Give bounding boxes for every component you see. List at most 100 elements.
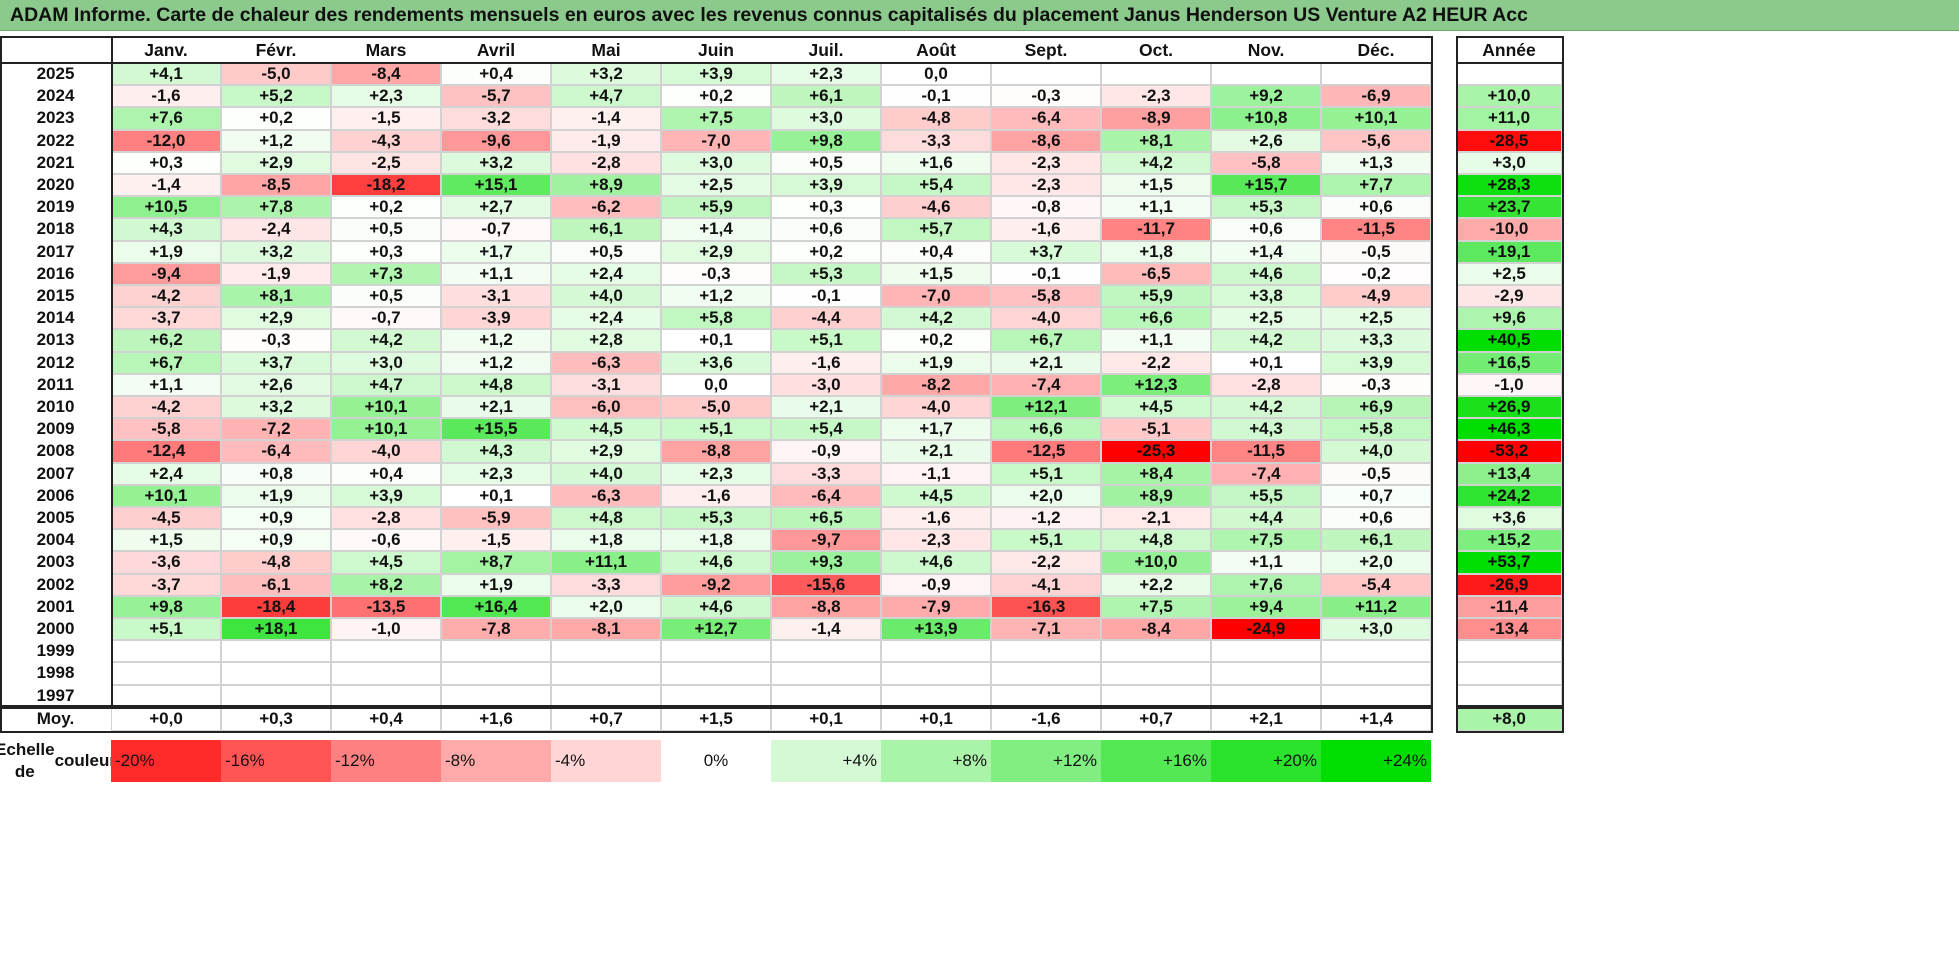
heatmap-cell: +15,5 <box>441 418 551 441</box>
heatmap-cell: +2,9 <box>221 151 331 174</box>
heatmap-cell <box>881 640 991 663</box>
heatmap-cell <box>1321 640 1431 663</box>
heatmap-cell: -4,0 <box>881 396 991 419</box>
heatmap-cell: -7,9 <box>881 595 991 618</box>
heatmap-cell: +0,9 <box>221 529 331 552</box>
heatmap-cell: -5,6 <box>1321 129 1431 152</box>
heatmap-cell: +1,1 <box>441 262 551 285</box>
heatmap-cell: -4,0 <box>991 307 1101 330</box>
heatmap-cell: +3,6 <box>661 351 771 374</box>
annual-cell <box>1456 640 1562 663</box>
heatmap-cell: +12,1 <box>991 396 1101 419</box>
heatmap-cell: +1,5 <box>881 262 991 285</box>
heatmap-cell: +6,6 <box>1101 307 1211 330</box>
year-label: 2025 <box>36 64 75 84</box>
heatmap-cell: +7,7 <box>1321 174 1431 197</box>
average-cell: -1,6 <box>991 707 1101 731</box>
heatmap-cell: +4,0 <box>551 285 661 308</box>
heatmap-cell: +7,8 <box>221 196 331 219</box>
heatmap-cell: -6,3 <box>551 484 661 507</box>
heatmap-cell: -0,3 <box>991 85 1101 108</box>
heatmap-cell: -0,1 <box>771 285 881 308</box>
heatmap-cell: +3,0 <box>1321 618 1431 641</box>
heatmap-cell: -6,0 <box>551 396 661 419</box>
heatmap-cell <box>661 684 771 707</box>
heatmap-cell: -15,6 <box>771 573 881 596</box>
annual-cell: -28,5 <box>1456 129 1562 152</box>
heatmap-cell: +7,3 <box>331 262 441 285</box>
heatmap-cell: -1,9 <box>551 129 661 152</box>
heatmap-cell: -0,3 <box>221 329 331 352</box>
heatmap-cell: +4,0 <box>1321 440 1431 463</box>
heatmap-cell: -0,3 <box>661 262 771 285</box>
heatmap-cell: -4,6 <box>881 196 991 219</box>
heatmap-cell: -0,7 <box>441 218 551 241</box>
year-label: 1998 <box>36 663 75 683</box>
year-label: 2017 <box>36 241 75 261</box>
heatmap-cell <box>661 662 771 685</box>
heatmap-cell: -1,4 <box>111 174 221 197</box>
heatmap-cell: -24,9 <box>1211 618 1321 641</box>
heatmap-cell: -1,4 <box>771 618 881 641</box>
heatmap-cell <box>661 640 771 663</box>
year-label: 1999 <box>36 641 75 661</box>
heatmap-cell <box>991 684 1101 707</box>
heatmap-cell: +4,6 <box>661 551 771 574</box>
heatmap-cell: +0,4 <box>441 63 551 86</box>
heatmap-cell: -1,6 <box>661 484 771 507</box>
heatmap-cell: +0,6 <box>1321 196 1431 219</box>
color-scale-label-line: Echelle de <box>0 739 55 781</box>
heatmap-cell: -12,5 <box>991 440 1101 463</box>
heatmap-cell: -11,7 <box>1101 218 1211 241</box>
average-cell: +0,3 <box>221 707 331 731</box>
annual-cell <box>1456 662 1562 685</box>
heatmap-cell: -12,4 <box>111 440 221 463</box>
heatmap-cell: -4,8 <box>221 551 331 574</box>
heatmap-cell <box>881 662 991 685</box>
heatmap-cell: +2,0 <box>1321 551 1431 574</box>
heatmap-cell <box>441 662 551 685</box>
heatmap-cell: +0,2 <box>771 240 881 263</box>
heatmap-cell: +8,7 <box>441 551 551 574</box>
year-label: 2020 <box>36 175 75 195</box>
heatmap-cell <box>551 662 661 685</box>
year-label: 2005 <box>36 508 75 528</box>
heatmap-cell: -8,1 <box>551 618 661 641</box>
heatmap-cell: +3,0 <box>661 151 771 174</box>
heatmap-cell: -3,3 <box>771 462 881 485</box>
average-cell: +0,1 <box>881 707 991 731</box>
color-scale-swatch: +12% <box>991 740 1101 782</box>
heatmap-cell: -9,7 <box>771 529 881 552</box>
heatmap-cell: +2,4 <box>551 307 661 330</box>
heatmap-cell: +6,7 <box>991 329 1101 352</box>
heatmap-cell: 0,0 <box>661 373 771 396</box>
annual-cell: -53,2 <box>1456 440 1562 463</box>
heatmap-cell: +8,9 <box>551 174 661 197</box>
average-annual-cell: +8,0 <box>1456 707 1562 731</box>
heatmap-cell: -8,9 <box>1101 107 1211 130</box>
heatmap-cell: +3,0 <box>771 107 881 130</box>
heatmap-cell: -0,9 <box>771 440 881 463</box>
heatmap-cell: +7,5 <box>1101 595 1211 618</box>
heatmap-cell: -6,9 <box>1321 85 1431 108</box>
heatmap-cell: -6,4 <box>771 484 881 507</box>
heatmap-cell: +4,3 <box>111 218 221 241</box>
heatmap-cell: +4,2 <box>331 329 441 352</box>
heatmap-cell: +7,6 <box>111 107 221 130</box>
heatmap-cell <box>441 684 551 707</box>
heatmap-cell: +2,5 <box>1321 307 1431 330</box>
heatmap-cell: +8,1 <box>221 285 331 308</box>
heatmap-cell: -18,2 <box>331 174 441 197</box>
heatmap-cell: -0,7 <box>331 307 441 330</box>
heatmap-cell: +5,1 <box>771 329 881 352</box>
heatmap-cell: +16,4 <box>441 595 551 618</box>
heatmap-cell: -5,0 <box>661 396 771 419</box>
heatmap-cell: +9,8 <box>771 129 881 152</box>
heatmap-cell: +4,5 <box>881 484 991 507</box>
color-scale-swatch: -8% <box>441 740 551 782</box>
heatmap-cell: +5,5 <box>1211 484 1321 507</box>
year-label: 2012 <box>36 352 75 372</box>
heatmap-cell: +8,9 <box>1101 484 1211 507</box>
color-scale-swatch: 0% <box>661 740 771 782</box>
heatmap-cell: +0,2 <box>661 85 771 108</box>
